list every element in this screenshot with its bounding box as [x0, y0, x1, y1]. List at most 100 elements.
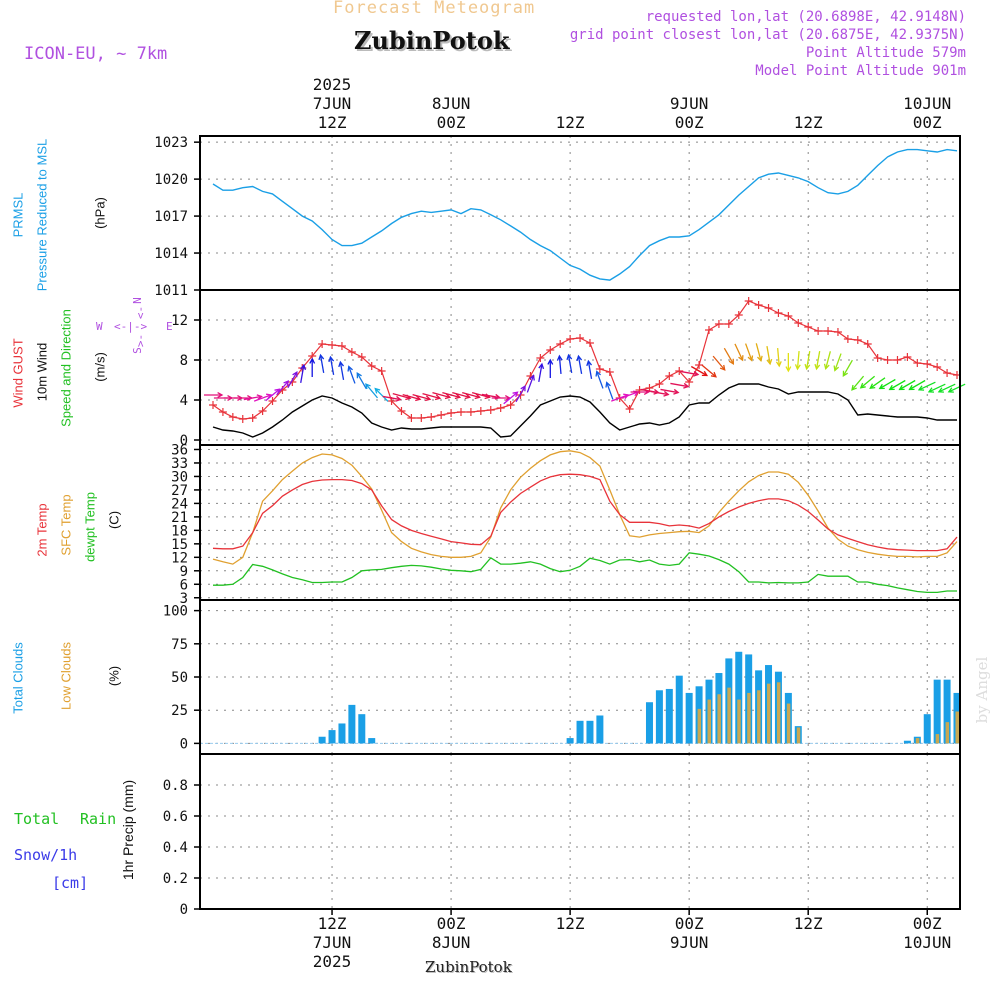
top-time-label: 12Z	[318, 113, 347, 132]
y-tick-label: 1011	[154, 283, 188, 299]
wind-arrow-head	[328, 355, 335, 363]
wind-arrow-head	[947, 387, 954, 393]
wind-arrow	[712, 355, 726, 371]
gust-marker	[665, 372, 674, 380]
wind-arrow	[287, 371, 298, 389]
wind-arrow-head	[878, 383, 885, 390]
wind-arrow	[620, 391, 639, 399]
gust-marker	[248, 414, 257, 422]
gust-marker	[655, 380, 664, 388]
top-time-label: 00Z	[913, 113, 942, 132]
wind-arrow-head	[434, 394, 442, 401]
wind-arrow-head	[673, 388, 680, 395]
wind-arrow	[526, 375, 535, 393]
low-cloud-bar	[955, 711, 959, 744]
gust-marker	[933, 363, 942, 371]
wind-arrow	[432, 392, 451, 398]
dewpoint-line	[213, 552, 957, 594]
total-cloud-bar	[328, 730, 336, 744]
total-cloud-bar	[576, 720, 584, 744]
wind-arrow	[928, 383, 946, 393]
wind-arrow-head	[300, 363, 307, 371]
y-tick-label: 9	[180, 564, 188, 580]
y-tick-label: 0	[180, 736, 188, 752]
wind-arrow	[253, 394, 272, 402]
gust-marker	[457, 408, 465, 416]
wind-arrow	[734, 343, 744, 361]
total-cloud-bar	[318, 736, 326, 744]
wind-arrow	[382, 395, 401, 401]
panel-frame	[199, 135, 961, 291]
wind-arrow	[670, 382, 689, 388]
wind-arrow	[356, 372, 367, 390]
wind-arrow-head	[464, 393, 472, 400]
total-cloud-bar	[348, 704, 356, 744]
wind-arrow	[851, 375, 865, 391]
low-cloud-bar	[786, 703, 791, 744]
wind-arrow	[650, 390, 669, 396]
total-cloud-bar	[903, 740, 911, 744]
total-cloud-bar	[685, 692, 693, 744]
gust-marker	[328, 341, 337, 349]
station-name: ZubinPotok	[354, 26, 510, 55]
wind-arrow-head	[869, 383, 876, 389]
gust-marker	[605, 368, 614, 376]
temp-2m-line	[212, 473, 958, 552]
wind-arrow	[442, 392, 460, 398]
y-tick-label: 0.4	[163, 840, 188, 856]
wind-arrow	[834, 353, 842, 371]
low-cloud-bar	[747, 692, 751, 744]
bottom-time-label: 8JUN	[432, 933, 471, 952]
meteogram-title: Forecast Meteogram	[333, 0, 536, 18]
gust-marker	[496, 404, 505, 412]
low-cloud-bar	[757, 690, 761, 744]
top-time-label: 12Z	[556, 113, 585, 132]
gust-marker	[863, 340, 872, 348]
wind-arrow-head	[842, 370, 848, 377]
wind-arrow-head	[605, 381, 611, 388]
low-cloud-bar	[717, 694, 721, 744]
gust-marker	[744, 297, 753, 305]
snow-label: Snow/1h	[14, 846, 78, 864]
wind-arrow-head	[520, 385, 526, 392]
y-tick-label: 0	[180, 433, 188, 449]
gust-marker	[447, 409, 456, 417]
wind-arrow-head	[701, 370, 709, 377]
top-time-label: 9JUN	[670, 94, 709, 113]
y-tick-label: 75	[171, 637, 188, 653]
gust-marker	[883, 356, 892, 364]
y-tick-label: 15	[171, 537, 188, 553]
wind-arrow-head	[859, 382, 866, 389]
bottom-time-label: 10JUN	[903, 933, 951, 952]
gust-marker	[843, 335, 852, 343]
wind-arrow	[348, 366, 356, 384]
gust-marker	[377, 367, 386, 375]
snow-unit-label: [cm]	[52, 874, 89, 892]
gust-marker	[893, 356, 902, 364]
wind-arrow-head	[908, 384, 915, 391]
gust-marker	[268, 397, 277, 405]
wind-speed-line	[212, 383, 957, 438]
gust-marker	[318, 340, 327, 348]
wind-arrow	[879, 378, 896, 390]
gust-marker	[566, 335, 575, 343]
gust-marker	[357, 353, 366, 361]
y-tick-label: 25	[171, 703, 188, 719]
gust-line	[212, 300, 958, 420]
low-cloud-bar	[727, 687, 731, 744]
bottom-time-label: 12Z	[318, 914, 347, 933]
gust-marker	[337, 342, 346, 350]
wind-arrow	[319, 355, 325, 373]
gust-marker	[556, 340, 565, 348]
wind-arrow-head	[292, 371, 298, 378]
wind-arrow-head	[766, 358, 773, 366]
y-tick-label: 33	[171, 456, 188, 472]
y-tick-label: 12	[171, 313, 188, 329]
wind-arrow-head	[415, 395, 422, 402]
wind-arrow-head	[529, 374, 535, 381]
wind-arrow	[462, 392, 480, 398]
footer-station: ZubinPotok	[425, 958, 512, 976]
wind-arrow-head	[566, 353, 573, 361]
bottom-time-label: 12Z	[794, 914, 823, 933]
total-rain-label-2: Rain	[80, 810, 117, 828]
